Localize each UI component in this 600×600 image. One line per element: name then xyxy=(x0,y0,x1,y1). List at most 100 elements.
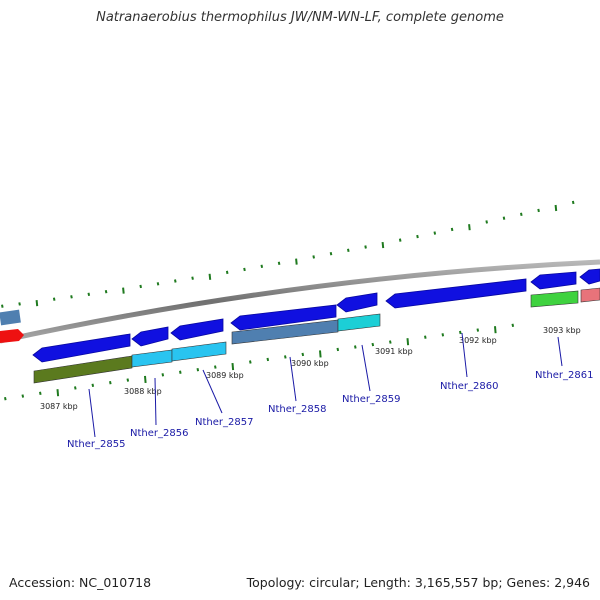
kbp-label: 3088 kbp xyxy=(124,387,162,396)
tick-mark xyxy=(485,220,488,224)
tick-mark xyxy=(441,333,445,337)
tick-mark xyxy=(476,328,480,332)
kbp-label: 3089 kbp xyxy=(206,371,244,380)
gene-arrow[interactable] xyxy=(336,292,378,313)
tick-mark xyxy=(231,362,235,371)
tick-mark xyxy=(336,347,340,352)
tick-mark xyxy=(122,287,125,294)
gene-label[interactable]: Nther_2858 xyxy=(268,404,326,415)
tick-mark xyxy=(35,300,39,307)
cog-feature[interactable] xyxy=(231,319,339,345)
tick-mark xyxy=(295,258,298,265)
tick-mark xyxy=(502,216,506,220)
cog-feature[interactable] xyxy=(530,290,579,308)
tick-mark xyxy=(70,295,73,299)
tick-mark xyxy=(329,251,333,256)
tick-mark xyxy=(191,276,194,280)
gene-arrow[interactable] xyxy=(32,333,131,363)
tick-mark xyxy=(156,282,160,286)
tick-mark xyxy=(364,245,367,249)
label-leader xyxy=(154,377,157,426)
label-leader xyxy=(289,356,297,402)
gene-arrow[interactable] xyxy=(230,304,337,331)
tick-mark xyxy=(249,360,252,364)
label-leader xyxy=(557,336,563,367)
map-title: Natranaerobius thermophilus JW/NM-WN-LF,… xyxy=(96,10,504,25)
partial-feature-red xyxy=(0,329,24,343)
tick-mark xyxy=(424,335,427,339)
tick-mark xyxy=(459,330,462,335)
gene-label[interactable]: Nther_2857 xyxy=(195,417,253,428)
tick-mark xyxy=(109,380,112,385)
outer-tick-ring xyxy=(1,200,575,308)
tick-mark xyxy=(277,261,281,265)
tick-mark xyxy=(225,270,229,275)
partial-feature-steel xyxy=(0,309,21,326)
tick-mark xyxy=(243,267,246,272)
label-leader xyxy=(202,369,223,414)
tick-mark xyxy=(39,391,42,396)
cog-feature[interactable] xyxy=(33,355,133,384)
cog-feature[interactable] xyxy=(580,287,600,303)
tick-mark xyxy=(196,367,200,372)
gene-arrow[interactable] xyxy=(579,268,600,285)
tick-mark xyxy=(266,357,270,362)
inner-tick-ring xyxy=(4,323,515,401)
tick-mark xyxy=(174,279,177,283)
tick-mark xyxy=(301,352,305,357)
tick-mark xyxy=(284,355,287,359)
topology-summary: Topology: circular; Length: 3,165,557 bp… xyxy=(246,575,590,590)
label-leader xyxy=(361,344,371,392)
kbp-label: 3090 kbp xyxy=(291,359,329,368)
tick-mark xyxy=(179,370,182,374)
tick-mark xyxy=(56,389,60,397)
gene-labels: Nther_2855 Nther_2856 Nther_2857 Nther_2858… xyxy=(67,332,593,450)
tick-mark xyxy=(91,383,95,388)
tick-mark xyxy=(312,255,315,259)
gene-label[interactable]: Nther_2856 xyxy=(130,428,188,439)
genome-backbone xyxy=(0,259,600,344)
accession-text: Accession: NC_010718 xyxy=(9,575,152,590)
tick-mark xyxy=(433,231,437,235)
tick-mark xyxy=(87,292,91,296)
tick-mark xyxy=(406,338,410,346)
tick-mark xyxy=(139,284,142,289)
cog-feature[interactable] xyxy=(171,341,227,362)
tick-mark xyxy=(319,350,322,358)
kbp-label: 3092 kbp xyxy=(459,336,497,345)
tick-mark xyxy=(494,326,497,334)
gene-arrow[interactable] xyxy=(170,318,224,341)
tick-mark xyxy=(260,264,264,269)
gene-label[interactable]: Nther_2859 xyxy=(342,394,400,405)
tick-mark xyxy=(104,290,108,294)
tick-mark xyxy=(214,365,217,369)
tick-mark xyxy=(4,397,7,401)
cog-feature[interactable] xyxy=(337,313,381,332)
tick-mark xyxy=(381,241,385,249)
kbp-label: 3091 kbp xyxy=(375,347,413,356)
kbp-label: 3093 kbp xyxy=(543,326,581,335)
label-leader xyxy=(461,332,468,378)
tick-mark xyxy=(398,238,402,242)
gene-label[interactable]: Nther_2860 xyxy=(440,381,498,392)
tick-mark xyxy=(354,345,357,349)
tick-mark xyxy=(450,227,454,232)
tick-mark xyxy=(416,234,419,239)
cds-track xyxy=(32,268,600,363)
tick-mark xyxy=(554,204,558,212)
gene-label[interactable]: Nther_2861 xyxy=(535,370,593,381)
cog-track xyxy=(33,287,600,384)
tick-mark xyxy=(511,323,515,328)
kbp-scale: 3087 kbp 3088 kbp 3089 kbp 3090 kbp 3091 kbp… xyxy=(40,326,581,411)
label-leader xyxy=(88,388,96,438)
gene-arrow[interactable] xyxy=(131,326,169,347)
tick-mark xyxy=(1,304,4,308)
gene-arrow[interactable] xyxy=(385,278,527,309)
cog-feature[interactable] xyxy=(131,349,173,368)
gene-label[interactable]: Nther_2855 xyxy=(67,439,125,450)
tick-mark xyxy=(161,373,165,377)
gene-arrow[interactable] xyxy=(530,271,577,290)
kbp-label: 3087 kbp xyxy=(40,402,78,411)
tick-mark xyxy=(208,273,212,280)
